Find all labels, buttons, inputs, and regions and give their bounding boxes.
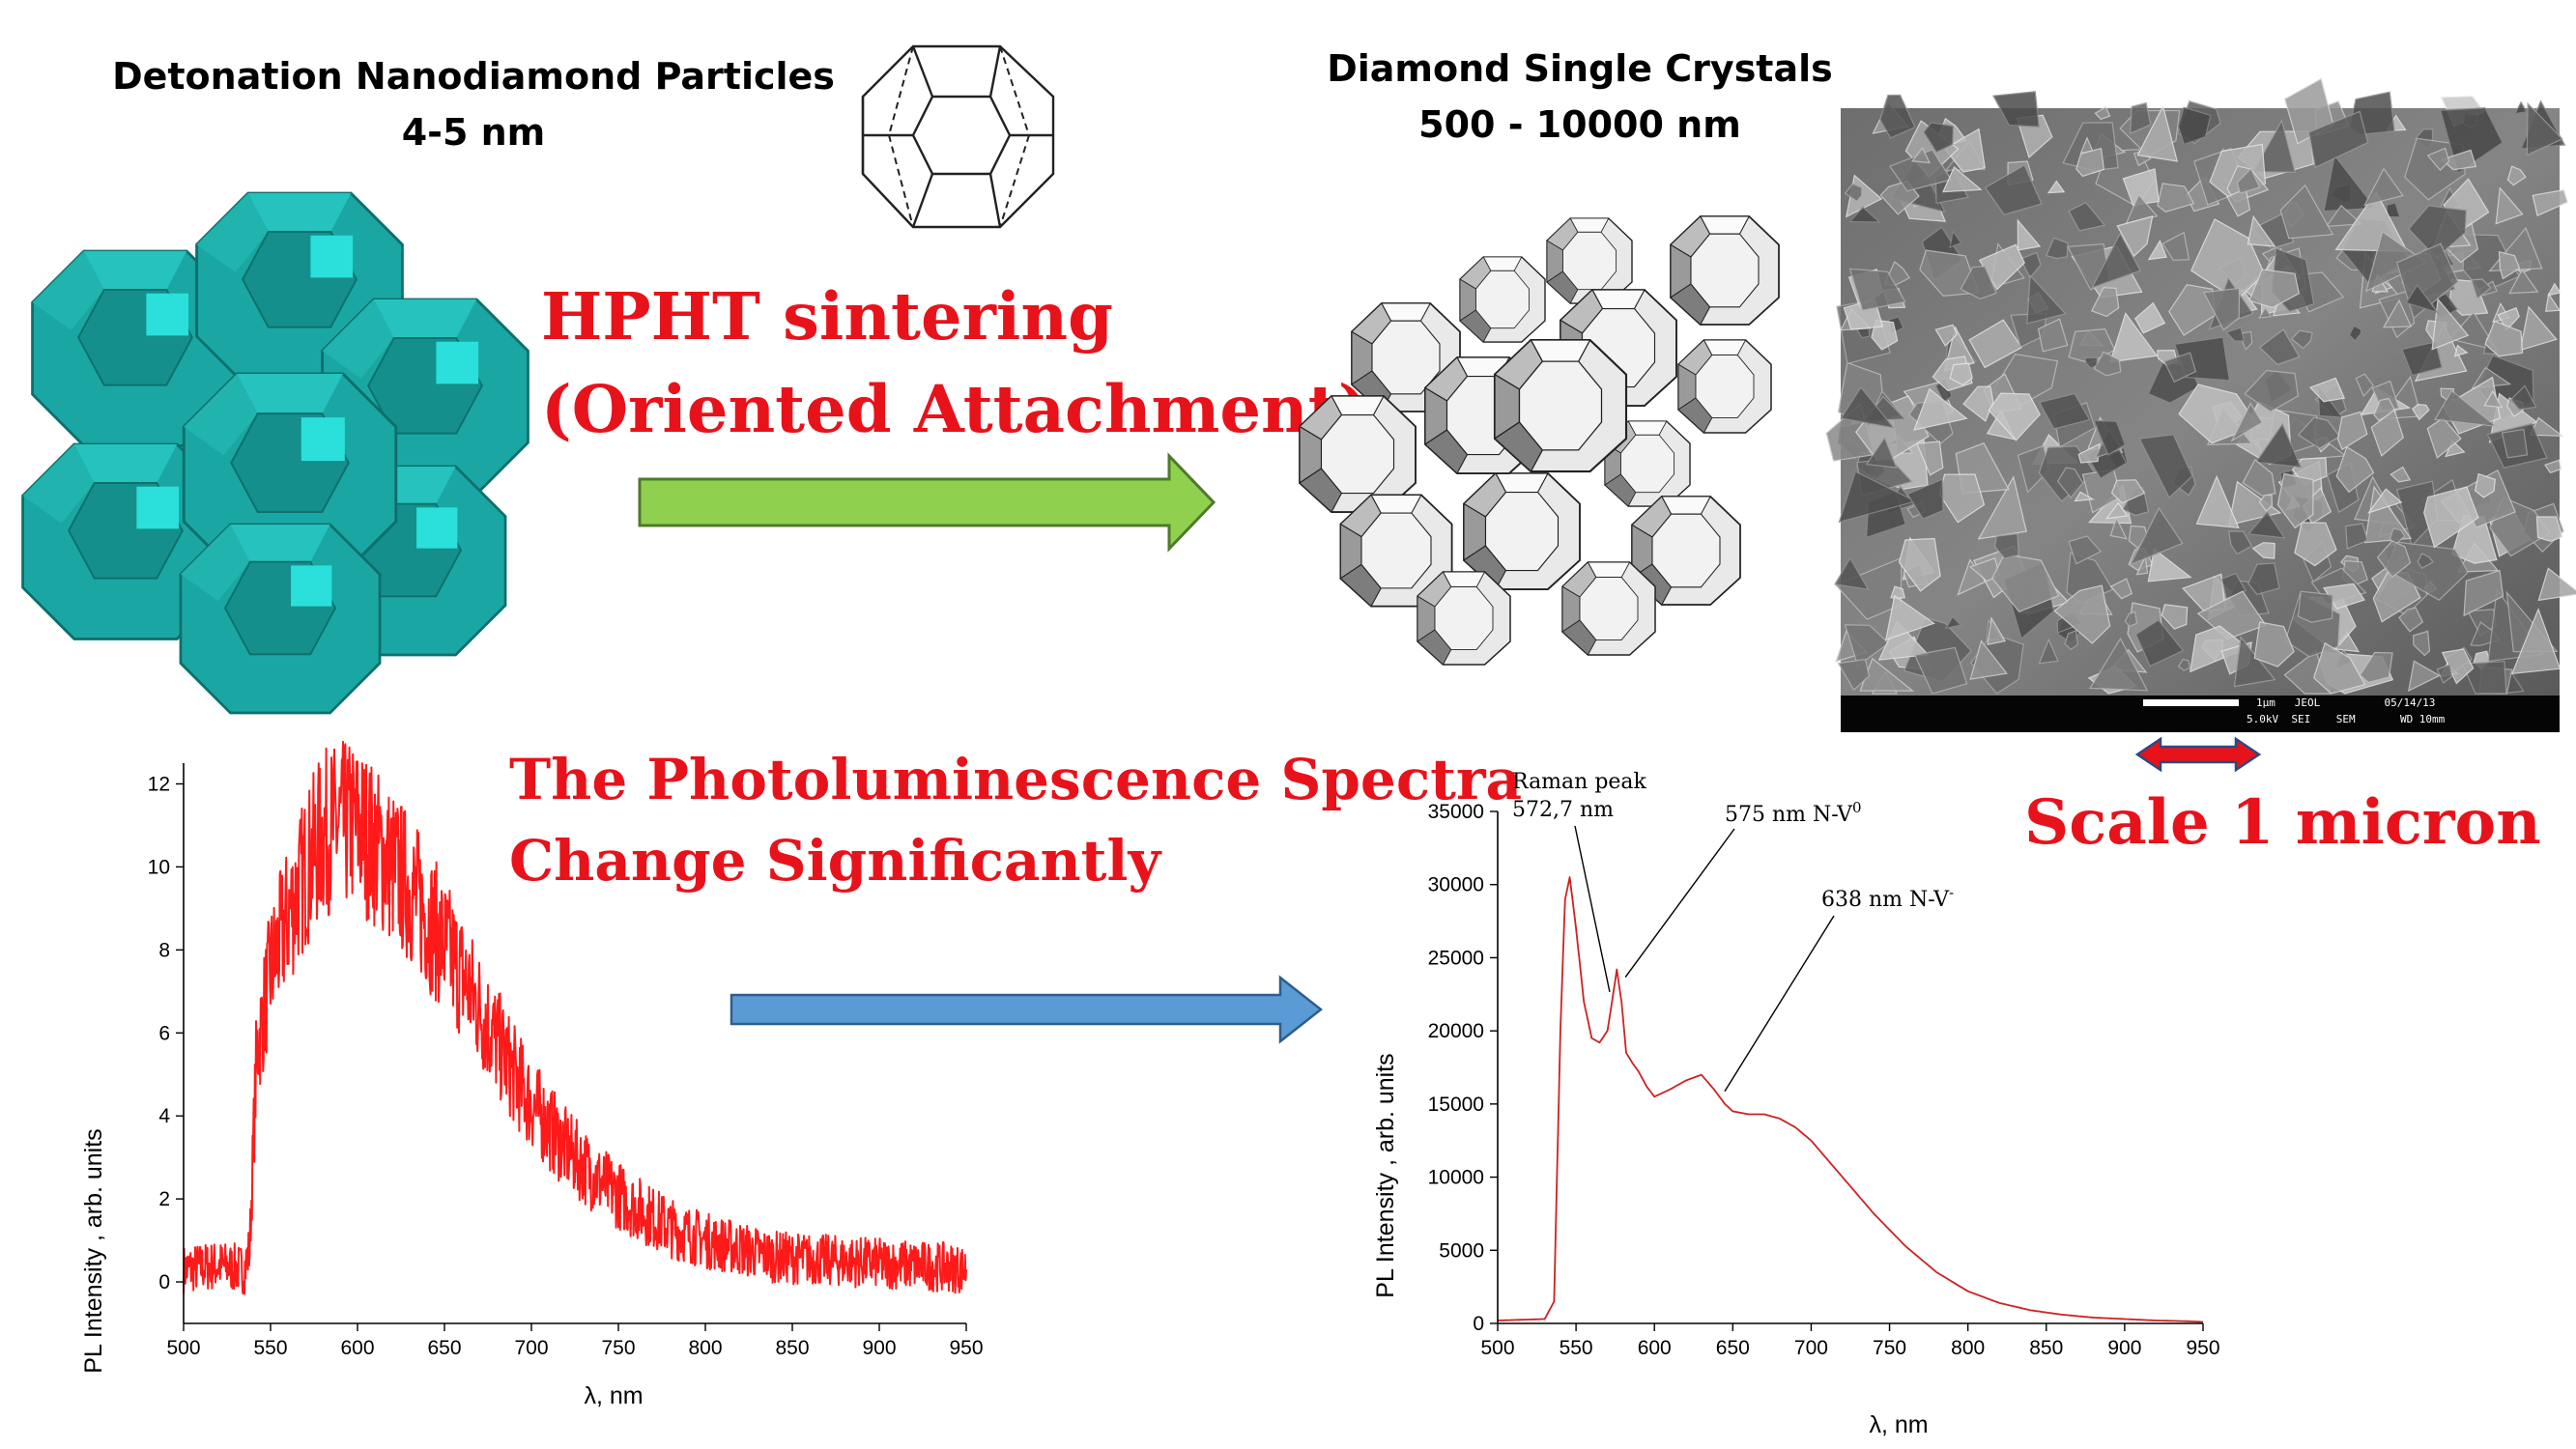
hpht-heading-line2: (Oriented Attachment) xyxy=(541,371,1369,447)
chart-right-x-tick-label: 500 xyxy=(1480,1337,1514,1359)
chart-left-y-tick-label: 4 xyxy=(158,1105,170,1127)
green-process-arrow xyxy=(638,452,1216,553)
single-crystal-cluster xyxy=(1299,215,1780,666)
sem-micrograph: 1µm JEOL 05/14/13 5.0kV SEI SEM WD 10mm xyxy=(1825,77,2576,732)
nanodiamond-cluster xyxy=(21,191,530,715)
chart-right-y-tick-label: 30000 xyxy=(1428,874,1484,896)
chart-right-y-tick-label: 20000 xyxy=(1428,1020,1484,1042)
chart-right-y-tick-label: 25000 xyxy=(1428,947,1484,969)
chart-left-y-tick-label: 10 xyxy=(148,856,170,878)
chart-left-y-tick-label: 12 xyxy=(148,773,170,795)
chart-left-y-tick-label: 6 xyxy=(158,1022,170,1044)
pl-chart-single-crystals: 500 550 600 650 700 750 800 850 900 950 0 5000 10000… xyxy=(1372,770,2220,1438)
chart-right-y-tick-label: 35000 xyxy=(1428,801,1484,823)
chart-right-x-tick-label: 900 xyxy=(2107,1337,2141,1359)
chart-left-x-tick-label: 650 xyxy=(427,1337,461,1359)
chart-right-series-line-0 xyxy=(1497,876,2204,1323)
annotation-raman-pointer xyxy=(1574,825,1611,993)
truncated-octahedron-drawing xyxy=(861,44,1055,229)
hpht-heading-line1: HPHT sintering xyxy=(541,278,1113,355)
nanodiamond-title-line1: Detonation Nanodiamond Particles xyxy=(112,55,835,98)
chart-left-x-tick-label: 600 xyxy=(340,1337,374,1359)
chart-right-x-tick-label: 550 xyxy=(1560,1337,1593,1359)
chart-left-y-tick-label: 2 xyxy=(158,1188,170,1210)
sem-texture xyxy=(1825,77,2576,732)
chart-left-x-tick-label: 950 xyxy=(949,1337,983,1359)
pl-change-heading-line1: The Photoluminescence Spectra xyxy=(509,747,1523,812)
chart-left-y-tick-label: 8 xyxy=(158,939,170,961)
chart-right-x-tick-label: 850 xyxy=(2029,1337,2063,1359)
annotation-nvminus-pointer xyxy=(1724,915,1835,1093)
hpht-heading: HPHT sintering (Oriented Attachment) xyxy=(541,270,1368,456)
pl-change-heading: The Photoluminescence Spectra Change Sig… xyxy=(509,739,1522,901)
chart-right-x-tick-label: 700 xyxy=(1794,1337,1828,1359)
single-crystals-title: Diamond Single Crystals 500 - 10000 nm xyxy=(1290,41,1870,153)
chart-right-y-tick-label: 10000 xyxy=(1428,1167,1484,1189)
single-crystals-title-line1: Diamond Single Crystals xyxy=(1327,47,1833,90)
chart-left-x-tick-label: 700 xyxy=(514,1337,548,1359)
pl-chart-nanodiamond: 500 550 600 650 700 750 800 850 900 950024681012 … xyxy=(80,740,984,1409)
chart-left-x-tick-label: 550 xyxy=(253,1337,287,1359)
chart-left-x-tick-label: 900 xyxy=(862,1337,896,1359)
annotation-nvminus-label: 638 nm N-V- xyxy=(1821,884,1954,912)
single-crystals-title-line2: 500 - 10000 nm xyxy=(1418,103,1741,146)
nanodiamond-title: Detonation Nanodiamond Particles 4-5 nm xyxy=(87,48,860,160)
chart-right-x-tick-label: 650 xyxy=(1716,1337,1750,1359)
nanodiamond-title-line2: 4-5 nm xyxy=(401,111,546,154)
chart-left-x-tick-label: 500 xyxy=(166,1337,200,1359)
scale-caption: Scale 1 micron xyxy=(2024,786,2541,859)
chart-right-xlabel: λ, nm xyxy=(1869,1411,1928,1438)
chart-left-x-tick-label: 750 xyxy=(601,1337,635,1359)
chart-right-x-tick-label: 800 xyxy=(1951,1337,1985,1359)
chart-right-x-tick-label: 600 xyxy=(1638,1337,1672,1359)
chart-right-y-tick-label: 5000 xyxy=(1439,1239,1484,1262)
annotation-raman-line1: Raman peak xyxy=(1512,770,1647,794)
annotation-nv0-label: 575 nm N-V0 xyxy=(1725,799,1862,827)
annotation-nv0-pointer xyxy=(1624,828,1735,978)
chart-left-y-tick-label: 0 xyxy=(158,1271,170,1293)
annotation-raman-line2: 572,7 nm xyxy=(1512,798,1614,822)
chart-left-series-line-0 xyxy=(183,740,967,1295)
chart-right-y-tick-label: 0 xyxy=(1473,1313,1484,1335)
chart-left-ylabel: PL Intensity , arb. units xyxy=(80,1128,107,1373)
pl-change-heading-line2: Change Significantly xyxy=(509,828,1161,894)
chart-right-x-tick-label: 950 xyxy=(2186,1337,2219,1359)
chart-left-x-tick-label: 800 xyxy=(688,1337,722,1359)
sem-info-line1: 1µm JEOL 05/14/13 xyxy=(2256,696,2436,709)
chart-left-x-tick-label: 850 xyxy=(775,1337,809,1359)
scale-double-arrow xyxy=(2134,736,2262,773)
chart-right-x-tick-label: 750 xyxy=(1873,1337,1906,1359)
chart-right-ylabel: PL Intensity , arb. units xyxy=(1372,1053,1399,1297)
blue-change-arrow xyxy=(730,975,1324,1044)
sem-info-line2: 5.0kV SEI SEM WD 10mm xyxy=(2247,713,2446,725)
chart-left-xlabel: λ, nm xyxy=(584,1382,643,1409)
chart-right-y-tick-label: 15000 xyxy=(1428,1094,1484,1116)
